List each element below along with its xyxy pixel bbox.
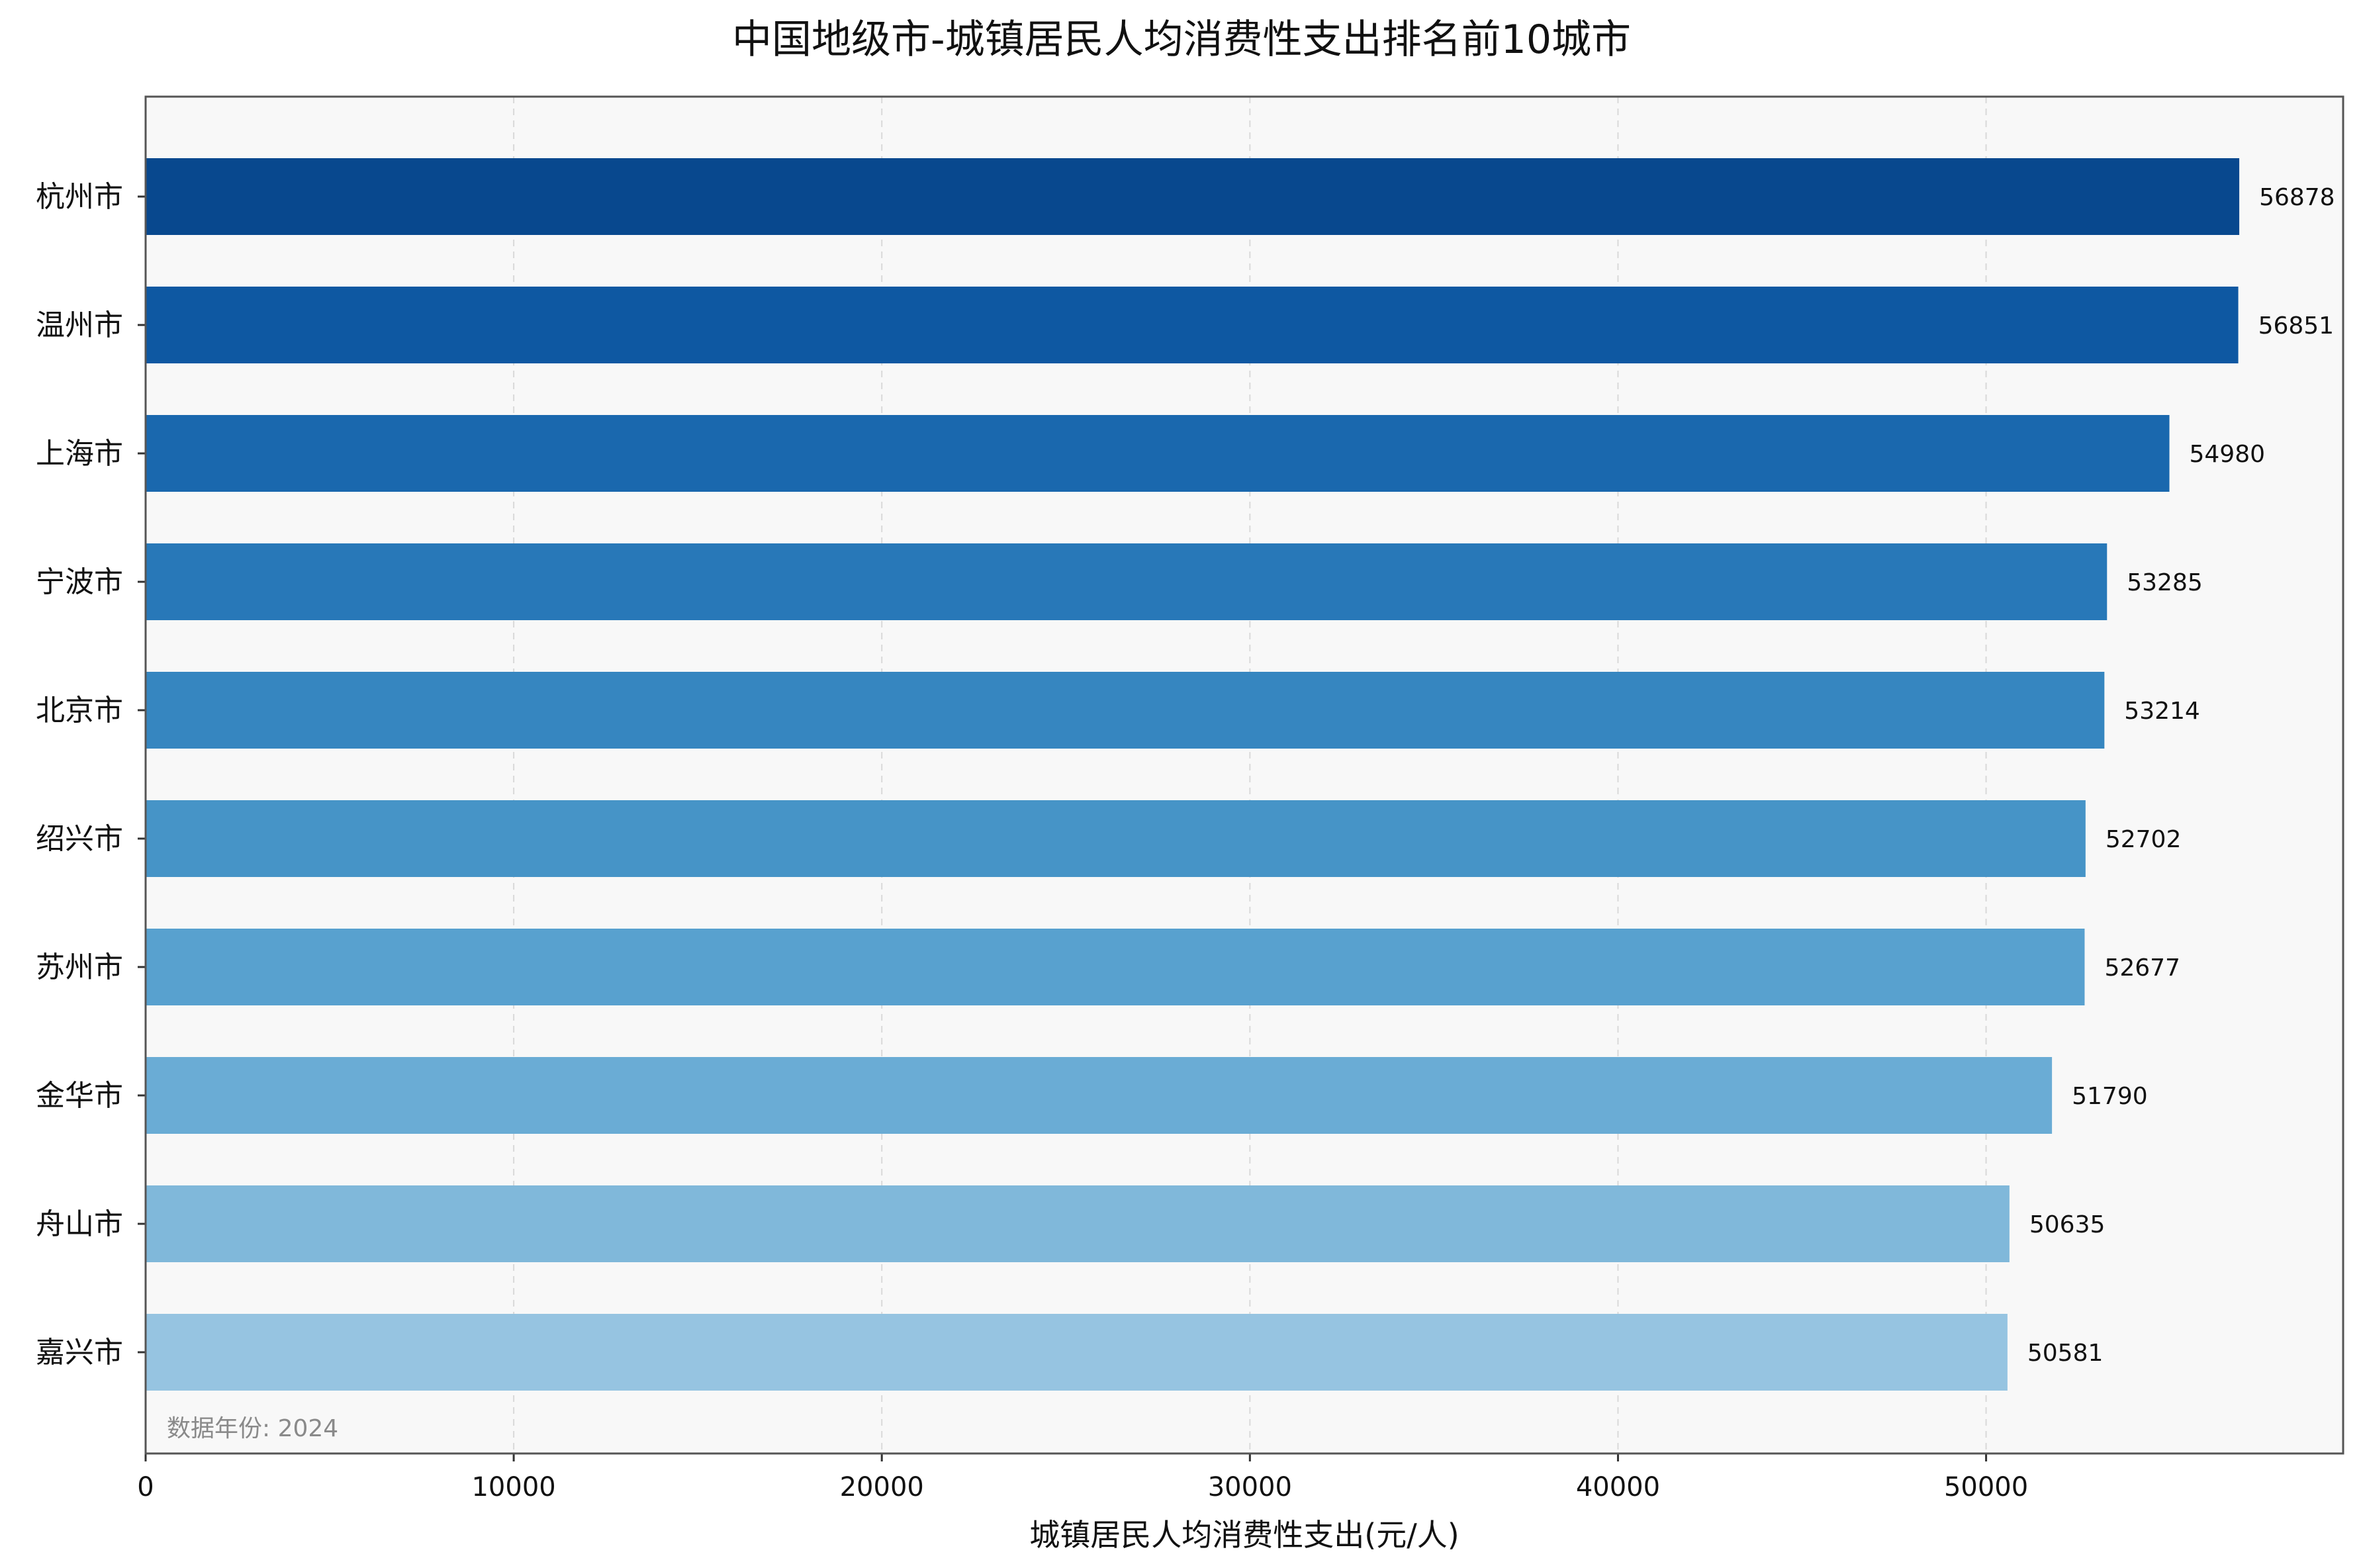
x-tick-label: 30000 <box>1208 1472 1292 1502</box>
y-tick-label: 苏州市 <box>36 950 123 984</box>
x-tick-label: 20000 <box>840 1472 924 1502</box>
bar <box>146 1057 2053 1134</box>
data-label: 52677 <box>2104 954 2180 982</box>
y-tick-label: 金华市 <box>36 1079 123 1113</box>
bar <box>146 800 2086 877</box>
data-label: 53214 <box>2124 698 2200 725</box>
x-tick-label: 50000 <box>1944 1472 2028 1502</box>
x-axis-label: 城镇居民人均消费性支出(元/人) <box>1029 1517 1459 1553</box>
x-tick-label: 10000 <box>471 1472 555 1502</box>
bar <box>146 543 2108 620</box>
data-label: 56851 <box>2258 312 2335 340</box>
plot-border <box>144 95 2344 1455</box>
data-label: 51790 <box>2072 1083 2148 1110</box>
bar <box>146 1185 2010 1262</box>
bar <box>146 672 2105 749</box>
x-axis: 0 10000 20000 30000 40000 50000 <box>137 1453 2028 1502</box>
chart-title: 中国地级市-城镇居民人均消费性支出排名前10城市 <box>732 17 1631 63</box>
data-labels: 56878 56851 54980 53285 53214 52702 52677 51790… <box>2027 184 2335 1367</box>
y-tick-label: 上海市 <box>36 437 123 471</box>
x-tick-label: 40000 <box>1576 1472 1660 1502</box>
data-label: 50581 <box>2027 1340 2104 1367</box>
data-label: 56878 <box>2259 184 2335 211</box>
bar <box>146 415 2170 492</box>
data-year-note: 数据年份: 2024 <box>167 1415 338 1442</box>
bar <box>146 287 2239 363</box>
data-label: 54980 <box>2190 441 2266 468</box>
y-tick-label: 温州市 <box>36 308 123 342</box>
x-tick-label: 0 <box>137 1472 154 1502</box>
bar <box>146 929 2085 1005</box>
bar <box>146 158 2240 235</box>
y-tick-label: 舟山市 <box>36 1207 123 1241</box>
y-tick-label: 北京市 <box>36 694 123 727</box>
data-label: 50635 <box>2029 1211 2106 1238</box>
y-tick-label: 绍兴市 <box>36 822 123 856</box>
y-tick-label: 宁波市 <box>36 565 123 599</box>
y-tick-label: 嘉兴市 <box>36 1336 123 1369</box>
data-label: 52702 <box>2106 826 2182 853</box>
bar <box>146 1314 2008 1391</box>
y-tick-label: 杭州市 <box>36 180 123 214</box>
data-label: 53285 <box>2127 569 2203 596</box>
bars <box>146 158 2240 1391</box>
